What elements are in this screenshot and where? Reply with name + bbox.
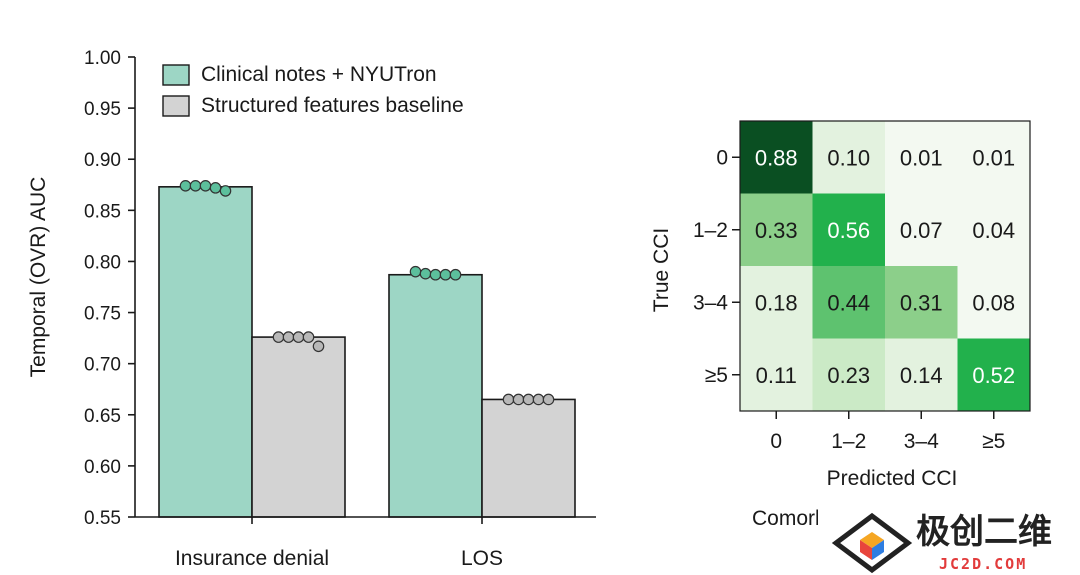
data-point <box>312 340 325 353</box>
x-tick-label: LOS <box>461 547 503 570</box>
heatmap-cells: 0.88 0.10 0.01 0.01 0.33 0.56 0.07 0.04 0.18 0.44… <box>740 121 1030 411</box>
bar-nyutron <box>388 273 483 518</box>
heatmap-cell <box>957 266 1030 339</box>
data-point <box>209 182 222 194</box>
heatmap-cell-value: 0.04 <box>972 218 1015 243</box>
data-point <box>429 268 442 281</box>
y-tick-label: 0.95 <box>84 99 121 120</box>
heatmap-cell <box>957 121 1030 194</box>
y-tick-label: 0.80 <box>84 252 121 273</box>
data-point <box>419 267 432 280</box>
data-point <box>512 393 525 406</box>
heatmap-cell-value: 0.01 <box>972 145 1015 170</box>
data-point <box>189 180 202 192</box>
heatmap-cell-value: 0.07 <box>900 218 943 243</box>
y-tick-label: 0 <box>716 146 728 169</box>
bar-nyutron <box>158 186 253 518</box>
heatmap-y-axis-label: True CCI <box>650 228 673 312</box>
heatmap-cell-value: 0.18 <box>755 290 798 315</box>
bar-series <box>158 180 576 518</box>
heatmap-cell <box>740 121 813 194</box>
y-tick-label: 0.75 <box>84 304 121 325</box>
y-tick-label: 0.60 <box>84 457 121 478</box>
heatmap-cell <box>885 121 958 194</box>
watermark: 极创二维 JC2D.COM <box>831 512 1052 574</box>
heatmap-cell-value: 0.44 <box>827 290 870 315</box>
watermark-brand: 极创二维 <box>916 512 1052 552</box>
heatmap-axes: 0 1–2 3–4 ≥5 0 1–2 3–4 ≥5 <box>693 120 1031 453</box>
data-point <box>219 185 232 197</box>
heatmap-cell-value: 0.52 <box>972 363 1015 388</box>
heatmap-cell <box>885 193 958 266</box>
heatmap-cell <box>740 338 813 411</box>
y-tick-label: 3–4 <box>693 291 728 314</box>
watermark-domain: JC2D.COM <box>939 555 1027 573</box>
heatmap-cell-value: 0.56 <box>827 218 870 243</box>
data-point <box>532 393 545 406</box>
watermark-logo-icon <box>831 512 913 574</box>
heatmap-cell-value: 0.01 <box>900 145 943 170</box>
x-tick-label: 0 <box>770 430 782 453</box>
heatmap-x-axis-label: Predicted CCI <box>827 467 958 490</box>
heatmap-cell <box>957 338 1030 411</box>
bar-baseline <box>251 336 346 518</box>
heatmap-cell <box>740 193 813 266</box>
heatmap-cell-value: 0.11 <box>756 363 797 388</box>
x-tick-label: 1–2 <box>831 430 866 453</box>
data-point <box>409 265 422 278</box>
data-point <box>522 393 535 406</box>
heatmap-cell-value: 0.23 <box>827 363 870 388</box>
data-point <box>449 268 462 281</box>
y-tick-label: 1.00 <box>84 48 121 69</box>
bar-chart: 0.55 0.60 0.65 0.70 0.75 0.80 0.85 0.90 0.95 1.00… <box>27 48 596 570</box>
y-tick-label: 1–2 <box>693 219 728 242</box>
data-point <box>292 331 305 343</box>
heatmap-cell-value: 0.14 <box>900 363 943 388</box>
confusion-matrix: 0.88 0.10 0.01 0.01 0.33 0.56 0.07 0.04 0.18 0.44… <box>650 120 1031 490</box>
heatmap-cell <box>812 121 885 194</box>
y-tick-label: ≥5 <box>705 364 728 387</box>
heatmap-cell <box>885 338 958 411</box>
x-tick-label: 3–4 <box>904 430 939 453</box>
bar-baseline <box>481 398 576 518</box>
heatmap-cell <box>812 338 885 411</box>
heatmap-cell <box>885 266 958 339</box>
data-point <box>542 393 555 406</box>
legend-label: Clinical notes + NYUTron <box>201 63 437 86</box>
data-point <box>199 180 212 192</box>
heatmap-cell <box>957 193 1030 266</box>
data-point <box>439 268 452 281</box>
heatmap-cell-value: 0.31 <box>900 290 943 315</box>
heatmap-cell-value: 0.10 <box>827 145 870 170</box>
legend: Clinical notes + NYUTron Structured featu… <box>162 63 464 117</box>
bar-y-axis: 0.55 0.60 0.65 0.70 0.75 0.80 0.85 0.90 0.95 1.00 <box>84 48 136 529</box>
heatmap-frame <box>739 120 1031 412</box>
y-tick-label: 0.70 <box>84 355 121 376</box>
x-tick-label: Insurance denial <box>175 547 329 570</box>
y-tick-label: 0.90 <box>84 150 121 171</box>
y-tick-label: 0.85 <box>84 201 121 222</box>
data-point <box>282 331 295 343</box>
heatmap-cell <box>812 193 885 266</box>
bar-y-axis-label: Temporal (OVR) AUC <box>27 177 50 378</box>
legend-label: Structured features baseline <box>201 94 464 117</box>
bar-x-axis: Insurance denial LOS <box>135 516 596 570</box>
heatmap-cell-value: 0.88 <box>755 145 798 170</box>
heatmap-cell <box>812 266 885 339</box>
legend-swatch <box>162 64 190 86</box>
heatmap-cell-value: 0.08 <box>972 290 1015 315</box>
x-tick-label: ≥5 <box>982 430 1005 453</box>
heatmap-cell-value: 0.33 <box>755 218 798 243</box>
data-point <box>179 180 192 192</box>
legend-swatch <box>162 95 190 117</box>
data-point <box>502 393 515 406</box>
data-point <box>272 331 285 343</box>
y-tick-label: 0.65 <box>84 406 121 427</box>
y-tick-label: 0.55 <box>84 508 121 529</box>
data-point <box>302 331 315 343</box>
heatmap-cell <box>740 266 813 339</box>
